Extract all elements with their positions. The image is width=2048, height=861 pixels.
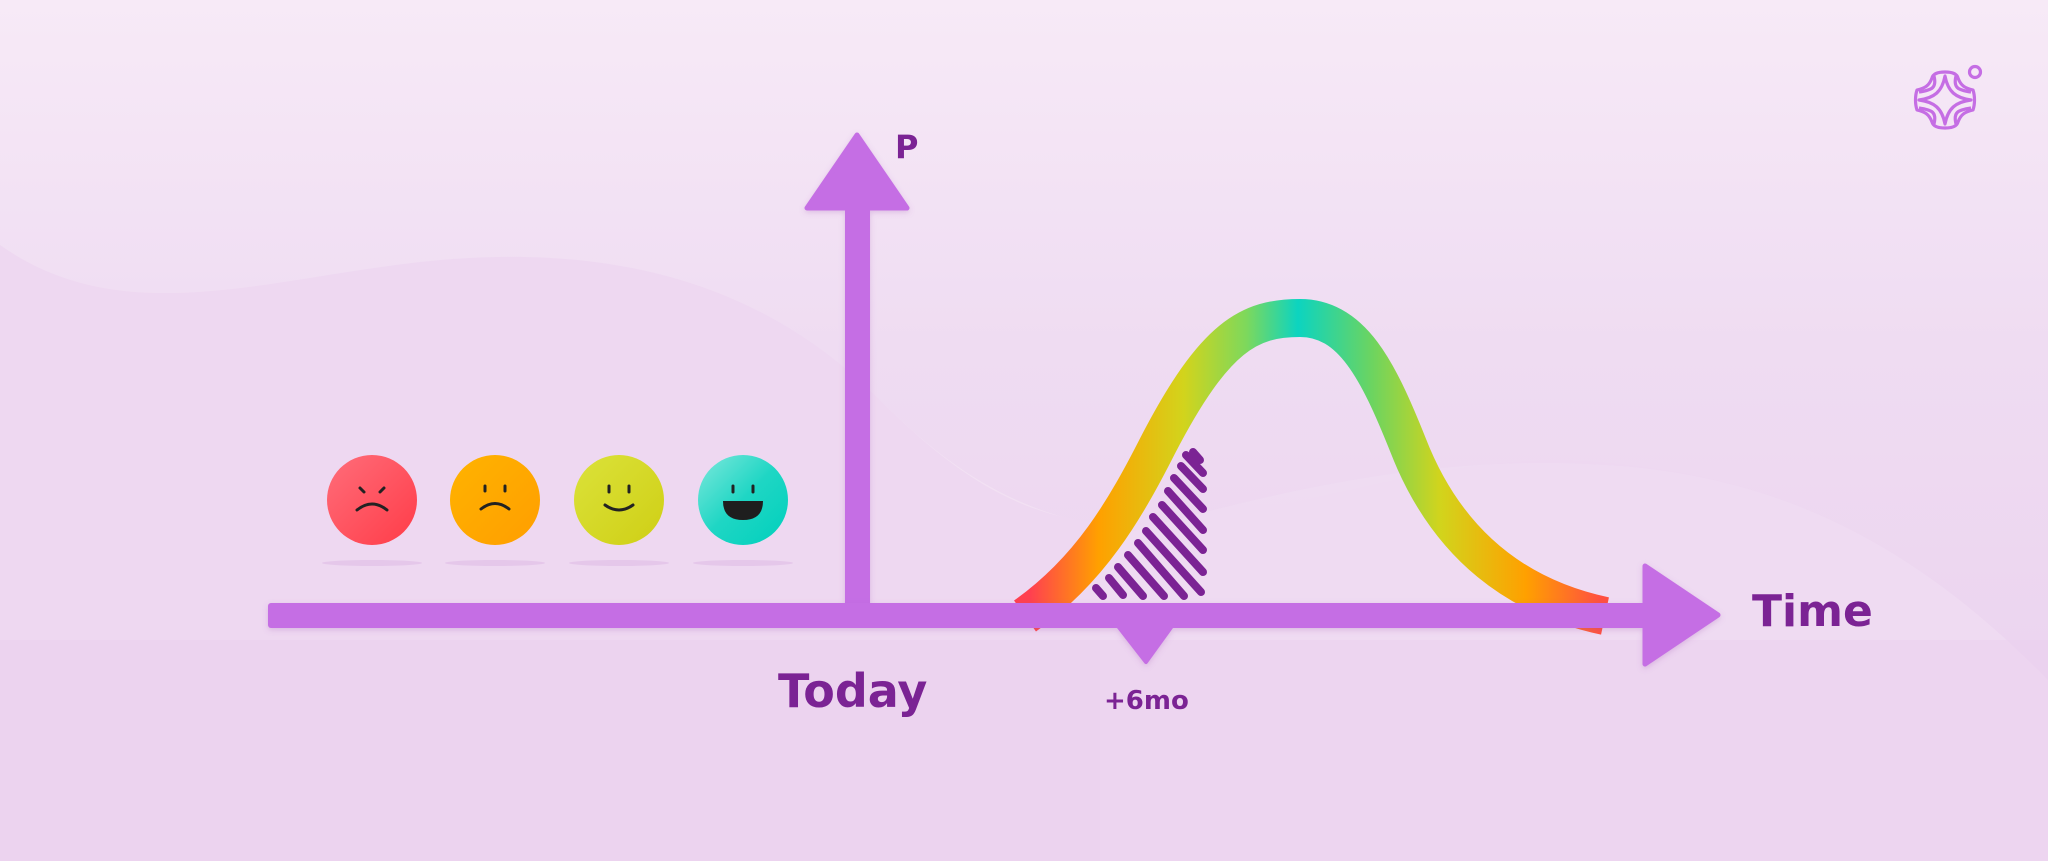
six-month-marker — [1116, 624, 1174, 664]
today-label: Today — [778, 664, 928, 718]
y-axis-arrow — [804, 132, 910, 610]
probability-curve — [1013, 298, 1610, 635]
six-month-label: +6mo — [1104, 686, 1189, 716]
angry-face-icon — [327, 455, 417, 545]
x-axis-label: Time — [1752, 586, 1873, 637]
y-axis-label: P — [895, 128, 919, 166]
happy-face-icon — [698, 455, 788, 545]
smile-face-icon — [574, 455, 664, 545]
sentiment-faces — [322, 455, 793, 566]
sparkle-diamond-logo-icon — [1913, 64, 1983, 130]
hatched-probability-area — [1092, 448, 1207, 600]
x-axis-arrow — [268, 563, 1721, 667]
background-bottom — [0, 640, 2048, 861]
sad-face-icon — [450, 455, 540, 545]
